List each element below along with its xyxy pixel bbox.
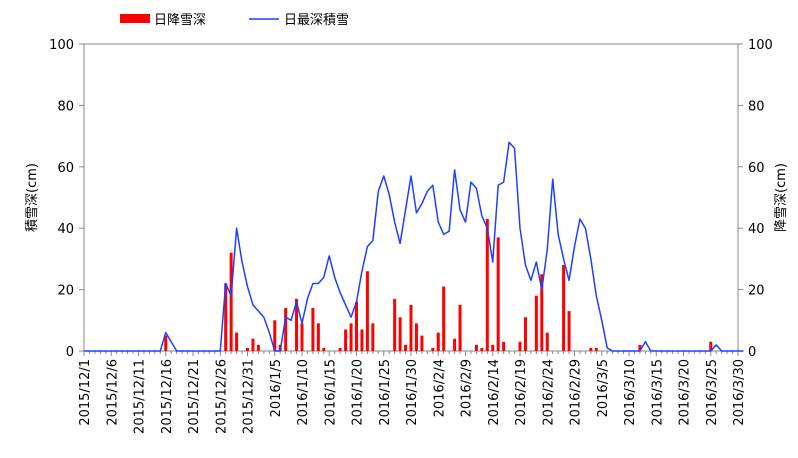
snowfall-bar — [224, 283, 228, 351]
x-tick-label: 2016/2/9 — [460, 359, 475, 417]
snowfall-bar — [235, 332, 239, 351]
x-tick-label: 2016/2/19 — [514, 359, 529, 426]
snowfall-bar — [414, 323, 418, 351]
snowfall-bar — [496, 237, 500, 351]
x-tick-label: 2016/2/14 — [487, 359, 502, 426]
snowfall-bar — [523, 317, 527, 351]
x-tick-label: 2016/1/15 — [323, 359, 338, 426]
snowfall-bar — [284, 308, 288, 351]
snowfall-bar — [638, 344, 642, 351]
x-tick-label: 2016/1/30 — [405, 359, 420, 426]
snowfall-bar — [458, 304, 462, 351]
snowfall-bar — [393, 298, 397, 351]
y-tick-label-right: 40 — [748, 222, 765, 237]
snowfall-bar — [594, 347, 598, 351]
x-tick-label: 2015/12/1 — [78, 359, 93, 426]
y-tick-label-left: 20 — [57, 284, 74, 299]
snowfall-bar — [534, 295, 538, 351]
snowfall-bar — [485, 218, 489, 351]
snowfall-bar — [246, 347, 249, 351]
x-tick-label: 2015/12/16 — [160, 359, 175, 434]
y-tick-label-right: 20 — [748, 284, 765, 299]
snowfall-bar — [371, 323, 375, 351]
snowfall-bar — [300, 323, 304, 351]
snowfall-bar — [360, 329, 364, 351]
snowfall-bar — [589, 347, 593, 351]
snowfall-bar — [404, 344, 408, 351]
snowfall-bar — [229, 252, 233, 351]
snowfall-bar — [322, 347, 326, 351]
y-tick-label-left: 40 — [57, 222, 74, 237]
x-tick-label: 2016/1/5 — [269, 359, 284, 417]
y-tick-label-left: 100 — [49, 38, 74, 53]
snowfall-bar — [709, 341, 713, 351]
x-tick-label: 2016/3/25 — [705, 359, 720, 426]
x-tick-label: 2015/12/26 — [214, 359, 229, 434]
snowfall-bar — [273, 320, 277, 351]
snowfall-bar — [453, 338, 457, 351]
x-tick-label: 2016/1/20 — [351, 359, 366, 426]
x-tick-label: 2016/2/29 — [569, 359, 584, 426]
y-tick-label-right: 60 — [748, 161, 765, 176]
snowfall-bar — [431, 347, 435, 351]
y-tick-label-right: 100 — [748, 38, 773, 53]
snowfall-bar — [474, 344, 478, 351]
snowfall-bar — [398, 317, 402, 351]
snowfall-bar — [344, 329, 348, 351]
snowfall-bar — [491, 344, 495, 351]
x-tick-label: 2015/12/6 — [105, 359, 120, 426]
snowfall-bar — [355, 301, 358, 351]
snowfall-bar — [567, 311, 571, 351]
x-tick-label: 2016/3/20 — [678, 359, 693, 426]
y-tick-label-right: 80 — [748, 99, 765, 114]
y-tick-label-right: 0 — [748, 345, 756, 360]
x-tick-label: 2016/3/5 — [596, 359, 611, 417]
snowfall-bar — [562, 265, 566, 351]
legend-label-snowfall: 日降雪深 — [154, 13, 206, 28]
y-tick-label-left: 80 — [57, 99, 74, 114]
snowfall-bar — [295, 298, 299, 351]
snowfall-bar — [545, 332, 549, 351]
y-axis-title-right: 降雪深(cm) — [774, 163, 789, 232]
x-tick-label: 2016/1/10 — [296, 359, 311, 426]
snowfall-bar — [251, 338, 255, 351]
snowfall-bar — [365, 271, 369, 351]
x-tick-label: 2016/1/25 — [378, 359, 393, 426]
legend-bar-swatch — [120, 14, 150, 23]
x-tick-label: 2016/3/15 — [650, 359, 665, 426]
snowfall-bar — [338, 347, 342, 351]
snowfall-bar — [436, 332, 440, 351]
snow-depth-line — [84, 141, 744, 352]
snowfall-bar — [518, 341, 522, 351]
snowfall-bar — [409, 304, 413, 351]
snowfall-bar — [256, 344, 260, 351]
snowfall-bar — [164, 335, 168, 351]
x-tick-label: 2015/12/11 — [133, 359, 148, 434]
x-tick-label: 2016/3/30 — [732, 359, 747, 426]
y-tick-label-left: 0 — [66, 345, 74, 360]
snowfall-bar — [502, 341, 506, 351]
snowfall-bar — [316, 323, 320, 351]
snowfall-bar — [311, 308, 315, 351]
x-tick-label: 2015/12/31 — [242, 359, 257, 434]
legend-label-snow-depth: 日最深積雪 — [284, 13, 349, 28]
x-tick-label: 2016/2/24 — [541, 359, 556, 426]
snowfall-bar — [420, 335, 424, 351]
x-tick-label: 2016/3/10 — [623, 359, 638, 426]
snowfall-bar — [442, 286, 446, 351]
snowfall-bar — [480, 347, 484, 351]
y-axis-title-left: 積雪深(cm) — [25, 163, 40, 232]
y-tick-label-left: 60 — [57, 161, 74, 176]
x-tick-label: 2016/2/4 — [432, 359, 447, 417]
x-tick-label: 2015/12/21 — [187, 359, 202, 434]
snowfall-bar — [349, 323, 353, 351]
snowfall-bar — [540, 274, 544, 351]
